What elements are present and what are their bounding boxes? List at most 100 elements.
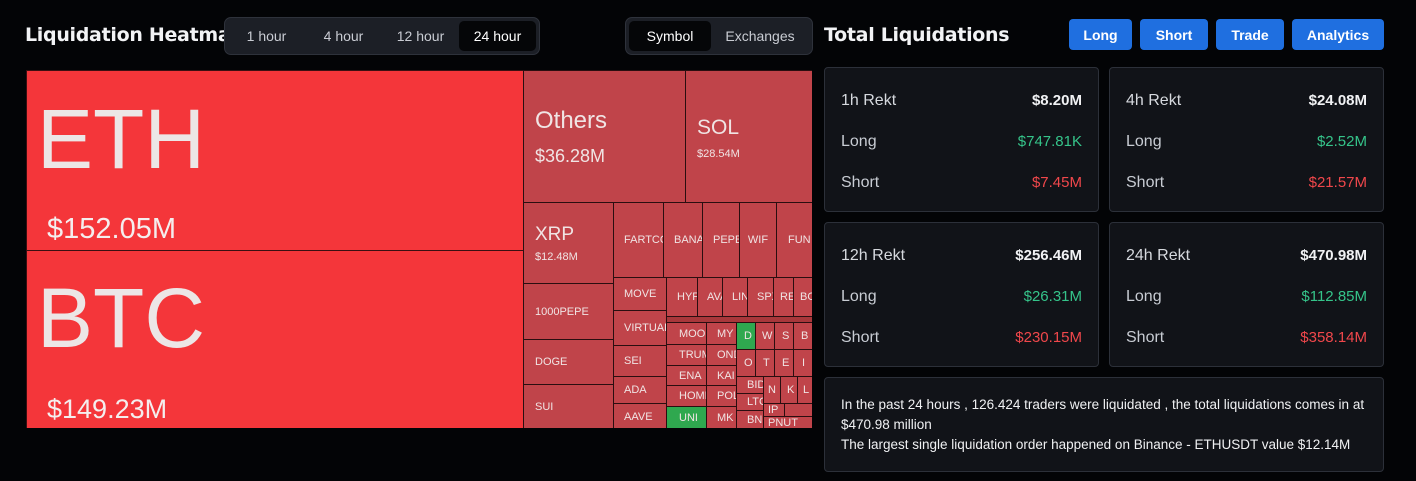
heatmap-tile[interactable]: MOO xyxy=(666,322,707,345)
heatmap-tile[interactable]: AAVE xyxy=(613,403,667,428)
heatmap-tile[interactable]: ADA xyxy=(613,376,667,404)
card-total: $8.20M xyxy=(1031,92,1082,109)
tile-symbol: PEPE xyxy=(713,234,740,246)
card-title: 1h Rekt xyxy=(841,92,897,109)
heatmap-tile[interactable]: ENA xyxy=(666,365,707,386)
tile-symbol: T xyxy=(763,357,770,369)
trade-button[interactable]: Trade xyxy=(1216,19,1284,50)
tile-symbol: BID xyxy=(747,379,764,391)
heatmap-tile[interactable]: MOVE xyxy=(613,277,667,311)
heatmap-tile-xrp[interactable]: XRP $12.48M xyxy=(523,202,614,284)
long-button[interactable]: Long xyxy=(1069,19,1132,50)
heatmap-tile[interactable]: W xyxy=(755,322,775,350)
heatmap-tile[interactable]: POL xyxy=(706,385,737,407)
heatmap-tile[interactable]: O xyxy=(736,349,756,377)
heatmap-tile[interactable]: E xyxy=(774,349,794,377)
tile-symbol: RE xyxy=(780,291,794,303)
short-button[interactable]: Short xyxy=(1140,19,1208,50)
tab-24-hour[interactable]: 24 hour xyxy=(459,21,536,51)
tile-symbol: POL xyxy=(717,390,737,402)
tab-4-hour[interactable]: 4 hour xyxy=(305,21,382,51)
heatmap-tile[interactable]: PNUT xyxy=(763,416,812,428)
tile-symbol: SPX xyxy=(757,291,773,303)
tile-symbol: ADA xyxy=(624,384,647,396)
heatmap-tile[interactable]: LINK xyxy=(722,277,748,317)
tile-symbol: Others xyxy=(535,107,608,134)
heatmap-tile[interactable]: BO xyxy=(793,277,812,317)
heatmap-tile[interactable]: ONDO xyxy=(706,344,737,366)
short-label: Short xyxy=(841,329,880,346)
heatmap-tile[interactable]: I xyxy=(793,349,812,377)
tile-symbol: MK xyxy=(717,412,734,424)
heatmap-tile-others[interactable]: Others $36.28M xyxy=(523,70,686,203)
heatmap-tile[interactable]: BID xyxy=(736,376,764,394)
heatmap-tile[interactable]: KAI xyxy=(706,365,737,386)
heatmap-tile[interactable]: BANANAS xyxy=(663,202,703,278)
heatmap-tile-btc[interactable]: BTC $149.23M xyxy=(26,250,524,428)
tile-symbol: LTC xyxy=(747,396,763,408)
heatmap-tile-eth[interactable]: ETH $152.05M xyxy=(26,70,524,251)
tile-symbol: BN xyxy=(747,414,763,426)
heatmap-tile[interactable]: K xyxy=(780,376,798,404)
heatmap-tile[interactable]: N xyxy=(763,376,781,404)
heatmap-tile[interactable]: PEPE xyxy=(702,202,740,278)
tile-symbol: E xyxy=(782,357,790,369)
heatmap-tile[interactable]: LTC xyxy=(736,393,764,411)
heatmap-tile[interactable]: IP xyxy=(763,403,785,417)
card-total: $256.46M xyxy=(1015,247,1082,264)
tile-symbol: IP xyxy=(768,404,779,416)
heatmap-tile[interactable]: HYPE xyxy=(666,277,698,317)
tab-1-hour[interactable]: 1 hour xyxy=(228,21,305,51)
long-value: $747.81K xyxy=(1017,133,1082,150)
tile-symbol: HYPE xyxy=(677,291,697,303)
tile-symbol: ETH xyxy=(37,92,205,186)
heatmap-tile[interactable]: L xyxy=(797,376,812,404)
analytics-button[interactable]: Analytics xyxy=(1292,19,1384,50)
heatmap-tile[interactable]: 1000PEPE xyxy=(523,283,614,340)
heatmap-tile[interactable]: HOMER xyxy=(666,385,707,407)
short-value: $230.15M xyxy=(1015,329,1082,346)
tile-symbol: WIF xyxy=(747,234,769,246)
heatmap-tile[interactable]: T xyxy=(755,349,775,377)
tile-symbol: S xyxy=(782,330,790,342)
long-value: $2.52M xyxy=(1316,133,1367,150)
heatmap-tile[interactable]: SEI xyxy=(613,345,667,377)
heatmap-tile[interactable]: DOGE xyxy=(523,339,614,385)
heatmap-tile[interactable]: VIRTUAL xyxy=(613,310,667,346)
heatmap-tile[interactable]: FARTCOIN xyxy=(613,202,664,278)
tile-symbol: AVAX xyxy=(707,291,722,303)
tile-symbol: AAVE xyxy=(624,410,653,423)
heatmap-tile[interactable]: AVAX xyxy=(697,277,723,317)
card-title: 24h Rekt xyxy=(1126,247,1191,264)
long-label: Long xyxy=(841,288,877,305)
heatmap-tile[interactable]: MY xyxy=(706,322,737,345)
heatmap-tile[interactable]: B xyxy=(793,322,812,350)
heatmap-tile[interactable]: MK xyxy=(706,406,737,428)
tab-exchanges[interactable]: Exchanges xyxy=(711,21,809,51)
heatmap-tile[interactable]: D xyxy=(736,322,756,350)
heatmap-tile[interactable]: SUI xyxy=(523,384,614,428)
heatmap-tile[interactable]: S xyxy=(774,322,794,350)
heatmap-tile[interactable]: UNI xyxy=(666,406,707,428)
tab-12-hour[interactable]: 12 hour xyxy=(382,21,459,51)
summary-line-2: The largest single liquidation order hap… xyxy=(841,437,1351,452)
heatmap-tile[interactable]: RE xyxy=(773,277,794,317)
tile-symbol: MY xyxy=(717,327,734,340)
tile-symbol: BTC xyxy=(37,271,205,365)
tile-symbol: TRUMP xyxy=(679,349,706,361)
long-label: Long xyxy=(1126,288,1162,305)
tile-symbol: 1000PEPE xyxy=(535,305,589,318)
rekt-card-12h: 12h Rekt $256.46M Long $26.31M Short $230.1… xyxy=(824,222,1099,367)
heatmap-tile[interactable]: FUN xyxy=(776,202,812,278)
heatmap-tile[interactable]: SPX xyxy=(747,277,774,317)
short-value: $358.14M xyxy=(1300,329,1367,346)
tile-symbol: D xyxy=(744,330,752,342)
heatmap-tile[interactable]: TRUMP xyxy=(666,344,707,366)
tile-symbol: MOO xyxy=(679,327,706,340)
heatmap-tile[interactable]: WIF xyxy=(739,202,777,278)
heatmap-tile[interactable]: BN xyxy=(736,410,764,428)
tile-symbol: VIRTUAL xyxy=(624,322,667,334)
tab-symbol[interactable]: Symbol xyxy=(629,21,711,51)
tile-value: $28.54M xyxy=(697,148,740,160)
heatmap-tile-sol[interactable]: SOL $28.54M xyxy=(685,70,812,203)
